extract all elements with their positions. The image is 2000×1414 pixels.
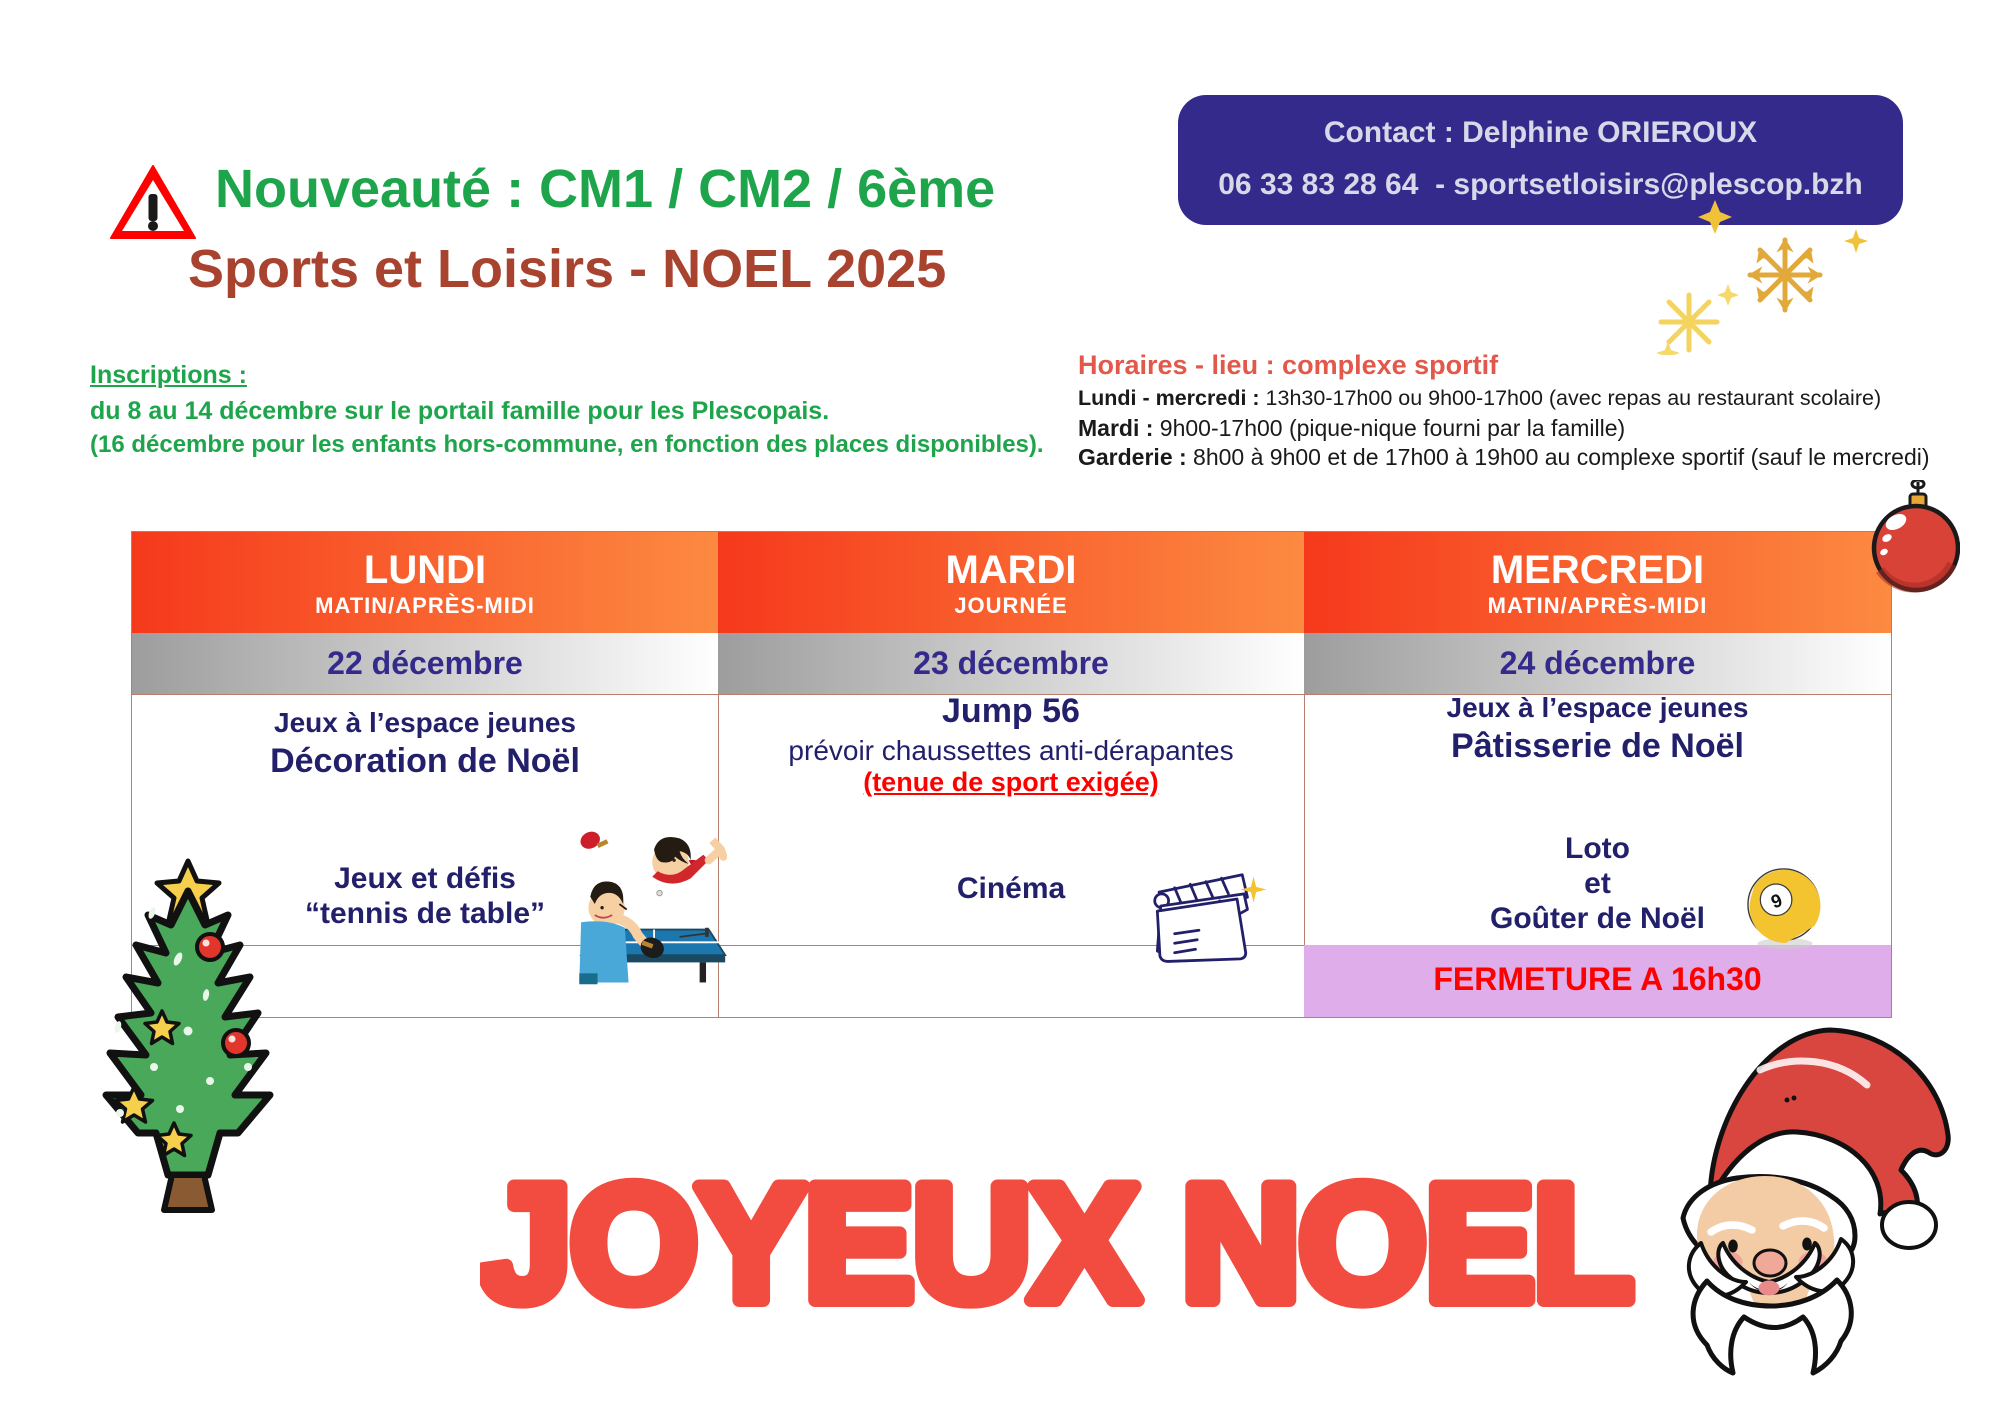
svg-text:JOYEUX NOEL: JOYEUX NOEL [480, 1151, 1632, 1335]
